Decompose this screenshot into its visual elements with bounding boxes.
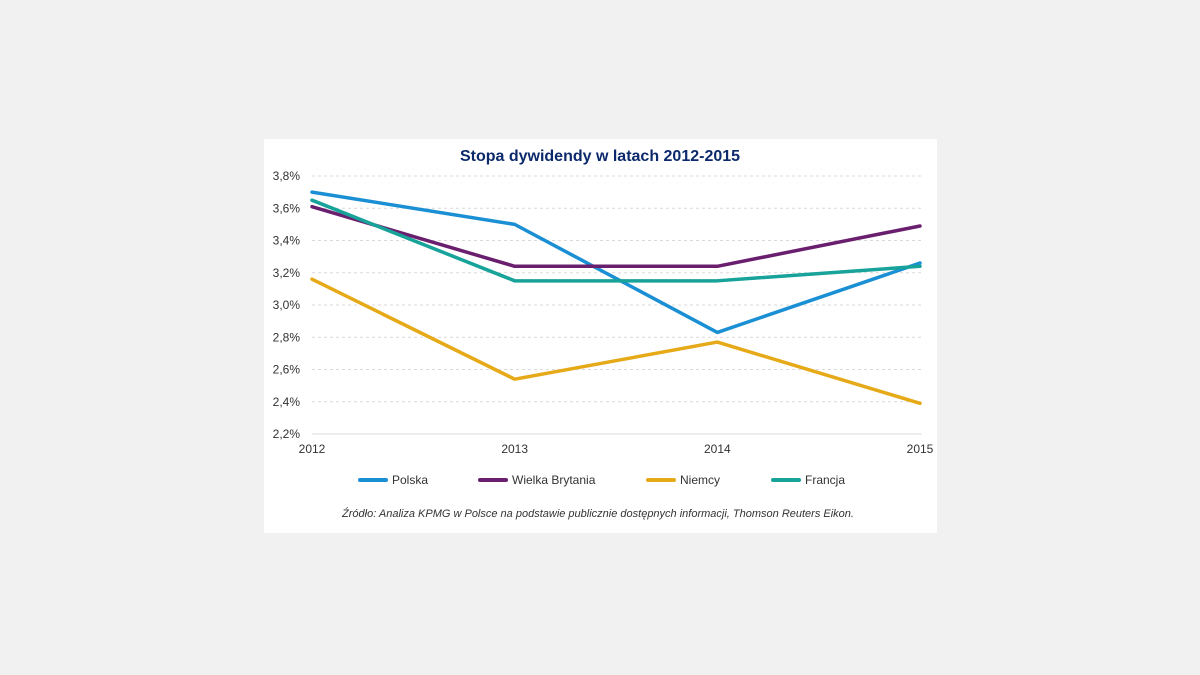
chart-card: Stopa dywidendy w latach 2012-2015 2,2% 2… xyxy=(264,139,937,533)
legend-item-wielka-brytania: Wielka Brytania xyxy=(478,473,596,487)
x-tick-label: 2015 xyxy=(907,442,934,456)
legend-label: Wielka Brytania xyxy=(512,473,596,487)
y-tick-label: 2,8% xyxy=(273,330,301,344)
legend-item-niemcy: Niemcy xyxy=(646,473,720,487)
legend-item-polska: Polska xyxy=(358,473,428,487)
series-line-niemcy xyxy=(310,277,922,406)
y-tick-label: 2,2% xyxy=(273,427,301,441)
x-axis: 2012 2013 2014 2015 xyxy=(299,442,934,456)
y-tick-label: 3,2% xyxy=(273,266,301,280)
x-tick-label: 2012 xyxy=(299,442,326,456)
x-tick-label: 2013 xyxy=(501,442,528,456)
source-note: Źródło: Analiza KPMG w Polsce na podstaw… xyxy=(341,507,854,520)
series-line-wielka-brytania xyxy=(310,204,922,269)
y-tick-label: 3,6% xyxy=(273,201,301,215)
legend-label: Niemcy xyxy=(680,473,720,487)
chart-title: Stopa dywidendy w latach 2012-2015 xyxy=(460,148,740,165)
y-tick-label: 3,8% xyxy=(273,169,301,183)
y-axis: 2,2% 2,4% 2,6% 2,8% 3,0% 3,2% 3,4% 3,6% 3,8% xyxy=(273,169,301,441)
line-chart: Stopa dywidendy w latach 2012-2015 2,2%2… xyxy=(273,148,934,520)
series-line-polska xyxy=(310,190,922,335)
x-tick-label: 2014 xyxy=(704,442,731,456)
legend-item-francja: Francja xyxy=(771,473,845,487)
series-lines xyxy=(310,190,922,406)
legend-label: Polska xyxy=(392,473,428,487)
y-tick-label: 3,4% xyxy=(273,234,301,248)
grid-lines xyxy=(312,175,922,435)
legend: Polska Wielka Brytania Niemcy Francja xyxy=(358,473,845,487)
y-tick-label: 2,4% xyxy=(273,395,301,409)
y-tick-label: 2,6% xyxy=(273,363,301,377)
series-line-francja xyxy=(310,198,922,283)
y-tick-label: 3,0% xyxy=(273,298,301,312)
legend-label: Francja xyxy=(805,473,845,487)
